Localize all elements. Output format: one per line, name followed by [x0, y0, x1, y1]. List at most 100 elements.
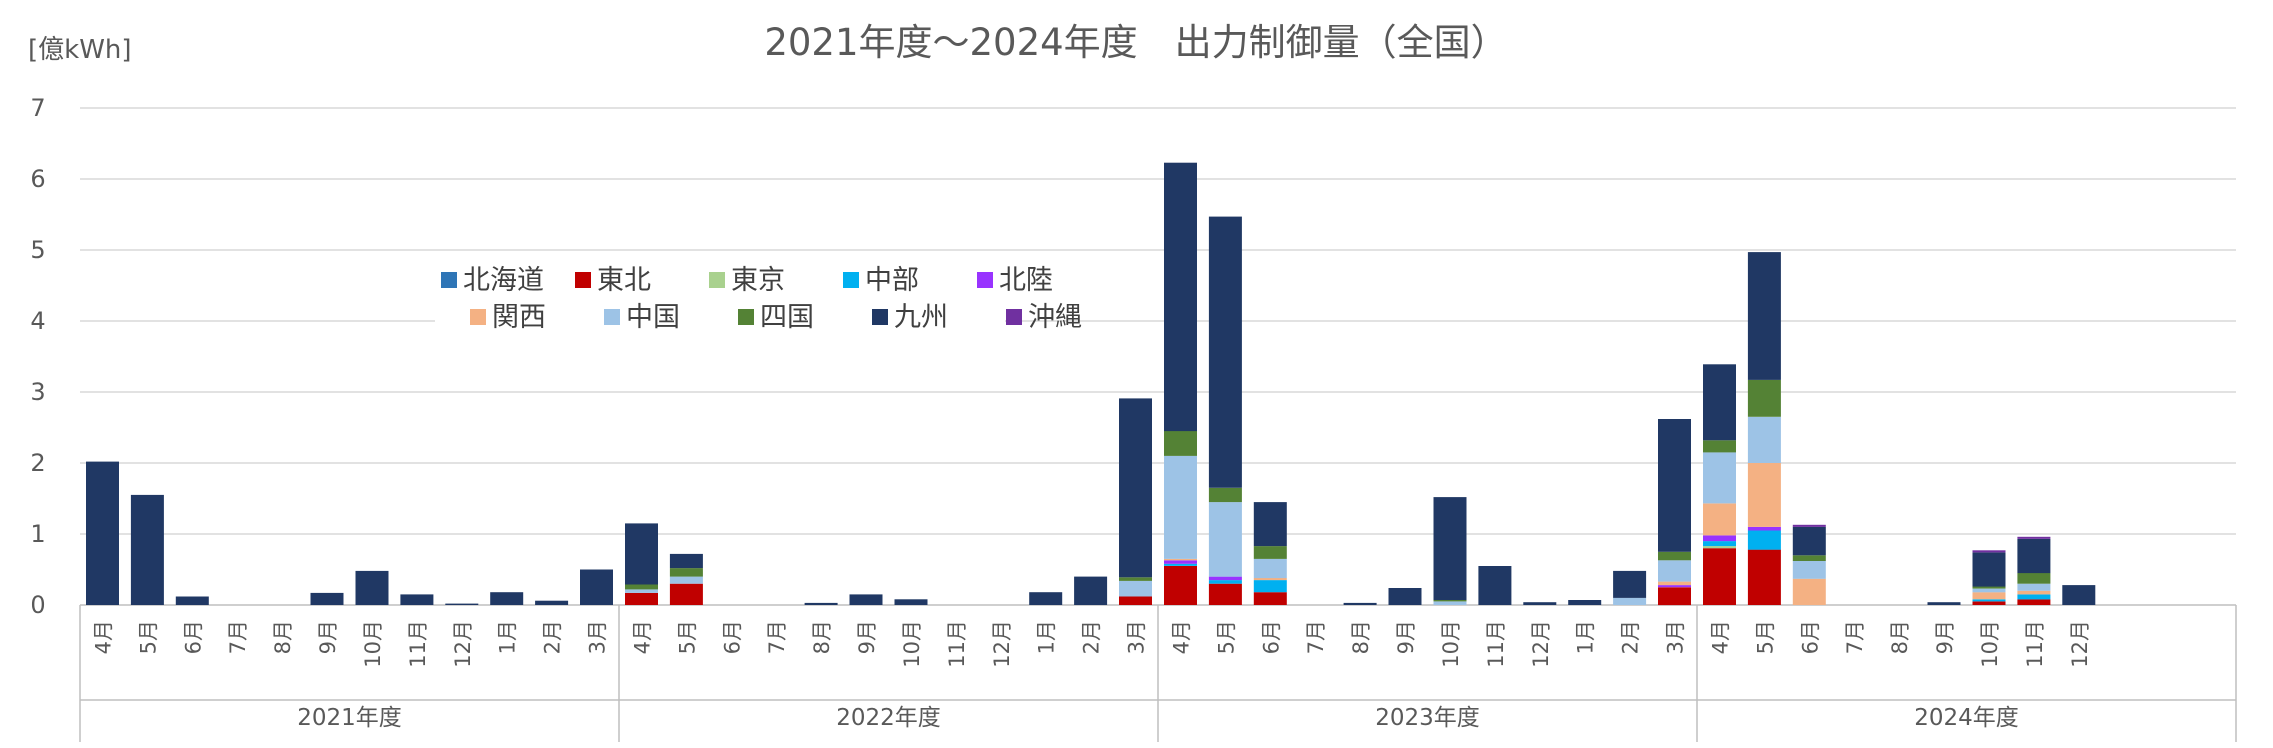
legend-label: 沖縄	[1028, 302, 1082, 333]
bar-segment	[1972, 588, 2006, 593]
x-tick-label: 6月	[720, 620, 744, 654]
y-tick-label: 3	[30, 378, 45, 406]
bar-stack	[1119, 398, 1152, 605]
x-tick-label: 9月	[855, 620, 879, 654]
bar-segment	[1927, 602, 1961, 605]
bar-segment	[1119, 596, 1152, 605]
legend-label: 東北	[597, 265, 651, 296]
bar-segment	[1388, 588, 1422, 605]
bar-stack	[535, 600, 569, 605]
x-tick-label: 12月	[451, 620, 475, 668]
bar-segment	[1972, 601, 2006, 605]
bar-segment	[2017, 590, 2051, 595]
legend-swatch	[470, 309, 486, 325]
bar-segment	[1119, 580, 1152, 597]
bar-segment	[2017, 573, 2051, 584]
x-tick-label: 11月	[945, 620, 969, 668]
x-tick-label: 4月	[92, 620, 116, 654]
bar-segment	[1703, 364, 1736, 441]
bar-segment	[1703, 535, 1736, 542]
x-tick-label: 11月	[1484, 620, 1508, 668]
bar-stack	[490, 592, 524, 605]
bar-stack	[445, 603, 479, 605]
bar-segment	[355, 570, 389, 605]
bar-segment	[669, 576, 703, 584]
bar-segment	[1164, 566, 1197, 605]
bar-segment	[669, 553, 703, 569]
bar-segment	[1343, 602, 1377, 605]
bar-segment	[804, 602, 838, 605]
bar-stack	[1658, 419, 1691, 606]
legend-item: 北海道	[441, 265, 544, 296]
bar-segment	[1703, 548, 1736, 605]
legend-swatch	[441, 272, 457, 288]
y-axis-unit-label: [億kWh]	[28, 35, 132, 65]
bar-segment	[1747, 379, 1781, 417]
x-tick-label: 4月	[631, 620, 655, 654]
x-tick-label: 10月	[361, 620, 385, 668]
bar-segment	[1747, 530, 1781, 550]
x-tick-label: 8月	[271, 620, 295, 654]
legend-swatch	[709, 272, 725, 288]
bar-segment	[1747, 416, 1781, 463]
y-tick-label: 2	[30, 449, 45, 477]
bar-segment	[1208, 583, 1242, 605]
x-tick-label: 1月	[1035, 620, 1059, 654]
bar-stack	[1164, 162, 1197, 605]
bar-stack	[1343, 602, 1377, 605]
bar-segment	[1613, 570, 1647, 598]
bar-segment	[1972, 550, 2006, 553]
x-tick-label: 9月	[1394, 620, 1418, 654]
legend-swatch	[575, 272, 591, 288]
x-tick-label: 6月	[1259, 620, 1283, 654]
bar-segment	[1164, 560, 1197, 564]
bar-stack	[1747, 252, 1781, 605]
x-tick-label: 7月	[226, 620, 250, 654]
bar-stack	[1208, 216, 1242, 605]
legend-swatch	[872, 309, 888, 325]
bar-stack	[804, 602, 838, 605]
bar-segment	[1658, 551, 1691, 561]
bar-segment	[400, 594, 434, 605]
bar-segment	[1792, 524, 1826, 527]
legend-item: 沖縄	[1006, 302, 1082, 333]
x-tick-label: 5月	[1753, 620, 1777, 654]
bar-segment	[625, 592, 658, 605]
legend-item: 東北	[575, 265, 651, 296]
y-tick-label: 6	[30, 165, 45, 193]
x-tick-label: 12月	[990, 620, 1014, 668]
x-tick-label: 11月	[2023, 620, 2047, 668]
bar-segment	[1253, 558, 1287, 579]
bar-segment	[1253, 580, 1287, 593]
x-tick-label: 1月	[496, 620, 520, 654]
bar-segment	[1208, 487, 1242, 503]
bar-segment	[1747, 252, 1781, 380]
x-tick-label: 9月	[1933, 620, 1957, 654]
bar-segment	[175, 596, 209, 605]
bar-segment	[1253, 546, 1287, 559]
x-tick-label: 4月	[1709, 620, 1733, 654]
legend-label: 関西	[492, 302, 546, 333]
y-tick-label: 7	[30, 94, 45, 122]
bar-stack	[580, 569, 613, 605]
legend-label: 九州	[894, 302, 948, 333]
legend-label: 北陸	[999, 265, 1053, 296]
bar-stack	[400, 594, 434, 605]
bar-segment	[1972, 592, 2006, 600]
y-tick-label: 5	[30, 236, 45, 264]
x-tick-label: 6月	[1798, 620, 1822, 654]
bar-stack	[355, 570, 389, 605]
y-tick-label: 4	[30, 307, 45, 335]
bar-segment	[490, 592, 524, 605]
bar-segment	[1164, 455, 1197, 559]
bar-segment	[625, 523, 658, 585]
x-tick-label: 2月	[1619, 620, 1643, 654]
bar-segment	[1747, 549, 1781, 605]
bar-segment	[1164, 162, 1197, 432]
bar-stack	[625, 523, 658, 605]
bar-segment	[580, 569, 613, 605]
legend-item: 中国	[604, 302, 680, 333]
bar-segment	[1792, 526, 1826, 556]
legend-label: 中国	[626, 302, 680, 333]
